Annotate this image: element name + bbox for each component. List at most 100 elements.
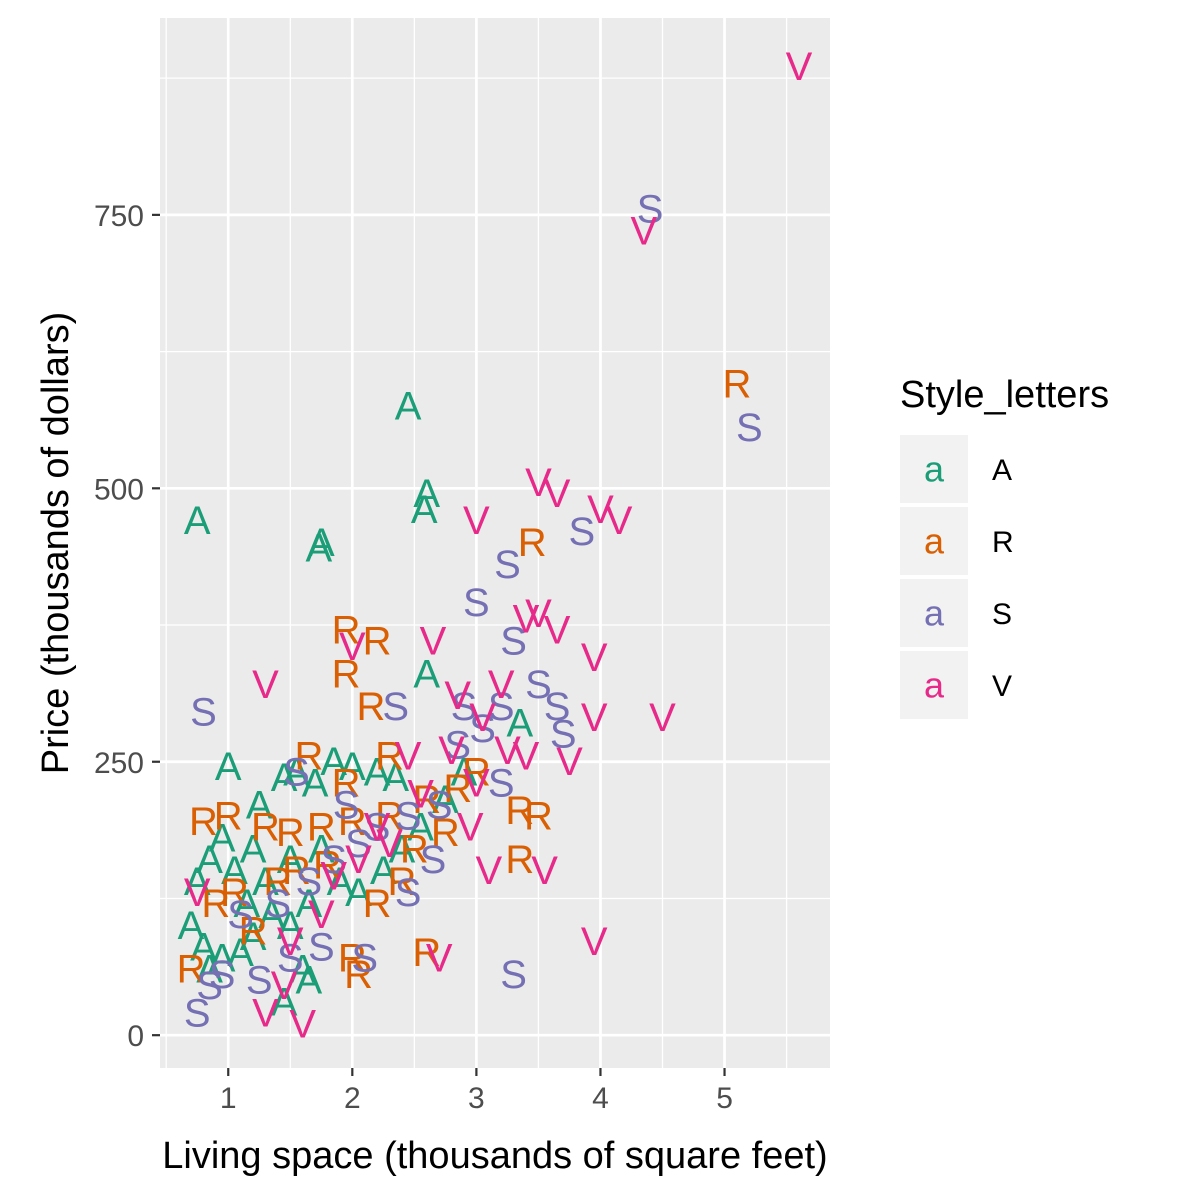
data-point-r: R (443, 767, 472, 811)
data-point-r: R (263, 860, 292, 904)
data-point-v: V (463, 762, 490, 806)
data-point-r: R (251, 805, 280, 849)
data-point-a: A (289, 948, 316, 992)
data-point-v: V (345, 838, 372, 882)
legend-key (900, 651, 968, 719)
x-tick-label: 1 (220, 1082, 237, 1115)
data-point-s: S (320, 838, 347, 882)
data-point-r: R (177, 948, 206, 992)
legend-key (900, 579, 968, 647)
legend-key-glyph: a (924, 449, 945, 490)
data-point-s: S (525, 663, 552, 707)
data-point-s: S (364, 805, 391, 849)
data-point-a: A (221, 849, 248, 893)
data-point-s: S (488, 685, 515, 729)
legend-entries: a Aa Ra Sa V (900, 435, 1014, 719)
data-point-a: A (258, 893, 285, 937)
data-point-s: S (265, 882, 292, 926)
data-point-v: V (513, 598, 540, 642)
data-point-a: A (382, 756, 409, 800)
data-point-a: A (178, 904, 205, 948)
data-point-r: R (276, 811, 305, 855)
legend-key-glyph: a (924, 593, 945, 634)
data-point-v: V (606, 499, 633, 543)
data-point-a: A (451, 751, 478, 795)
data-point-v: V (376, 822, 403, 866)
data-point-a: A (411, 488, 438, 532)
data-point-v: V (786, 45, 813, 89)
data-point-v: V (525, 592, 552, 636)
data-point-s: S (500, 953, 527, 997)
data-point-v: V (581, 920, 608, 964)
data-point-r: R (214, 794, 243, 838)
data-point-r: R (462, 751, 491, 795)
data-point-v: V (320, 855, 347, 899)
data-point-s: S (494, 543, 521, 587)
data-point-s: S (395, 794, 422, 838)
data-point-v: V (438, 729, 465, 773)
data-point-s: S (308, 926, 335, 970)
x-tick-label: 5 (716, 1082, 733, 1115)
data-point-r: R (363, 619, 392, 663)
data-point-v: V (420, 619, 447, 663)
data-point-a: A (413, 472, 440, 516)
data-point-v: V (494, 729, 521, 773)
data-point-r: R (524, 794, 553, 838)
data-point-r: R (344, 953, 373, 997)
data-point-a: A (215, 745, 242, 789)
data-point-a: A (240, 827, 267, 871)
data-point-a: A (277, 904, 304, 948)
data-point-a: A (184, 860, 211, 904)
data-point-a: A (271, 756, 298, 800)
x-axis-title: Living space (thousands of square feet) (162, 1135, 827, 1177)
data-point-a: A (305, 526, 332, 570)
x-tick-label: 4 (592, 1082, 609, 1115)
data-point-r: R (505, 789, 534, 833)
y-axis-title: Price (thousands of dollars) (35, 312, 77, 775)
data-point-a: A (283, 751, 310, 795)
data-point-r: R (313, 844, 342, 888)
data-point-r: R (338, 937, 367, 981)
data-point-r: R (282, 849, 311, 893)
data-point-r: R (375, 794, 404, 838)
data-point-a: A (389, 827, 416, 871)
data-point-a: A (345, 871, 372, 915)
data-point-s: S (469, 707, 496, 751)
y-tick-label: 250 (94, 747, 144, 780)
data-point-a: A (320, 740, 347, 784)
data-point-s: S (345, 822, 372, 866)
data-point-a: A (364, 751, 391, 795)
data-point-r: R (505, 838, 534, 882)
data-point-a: A (227, 931, 254, 975)
data-point-s: S (637, 187, 664, 231)
data-point-s: S (426, 784, 453, 828)
data-point-a: A (184, 499, 211, 543)
legend-key (900, 507, 968, 575)
data-point-v: V (277, 920, 304, 964)
data-point-a: A (234, 882, 261, 926)
data-point-v: V (457, 805, 484, 849)
data-point-s: S (444, 723, 471, 767)
data-point-s: S (184, 991, 211, 1035)
legend-label: R (992, 526, 1014, 559)
legend-key-glyph: a (924, 665, 945, 706)
data-point-v: V (587, 488, 614, 532)
data-point-r: R (239, 909, 268, 953)
data-point-v: V (339, 625, 366, 669)
data-point-a: A (370, 849, 397, 893)
data-point-s: S (296, 860, 323, 904)
data-point-s: S (333, 784, 360, 828)
x-axis: 1 2 3 4 5 (220, 1068, 733, 1115)
data-point-s: S (196, 964, 223, 1008)
data-point-a: A (240, 915, 267, 959)
legend-label: V (992, 670, 1012, 703)
legend-title: Style_letters (900, 374, 1109, 416)
data-point-a: A (395, 384, 422, 428)
data-point-v: V (252, 663, 279, 707)
data-point-v: V (426, 937, 453, 981)
data-point-r: R (431, 811, 460, 855)
